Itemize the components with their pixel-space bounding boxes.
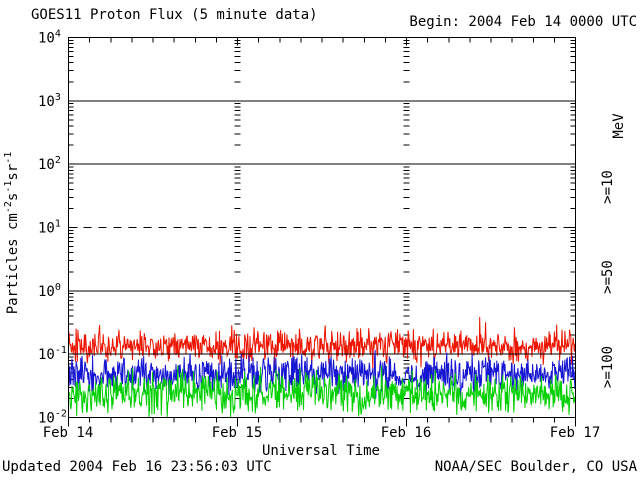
y-tick-label: 104 [38,29,61,47]
series-label-ge100: >=100 [600,346,616,388]
y-axis-label: Particles cm-2s-1sr-1 [3,152,21,315]
credit-text: NOAA/SEC Boulder, CO USA [434,459,637,475]
y-tick-label: 10-1 [38,345,67,363]
series-label-ge50: >=50 [600,260,616,294]
page-title: GOES11 Proton Flux (5 minute data) [31,7,318,23]
x-tick-label-feb14: Feb 14 [43,425,94,441]
y-tick-label: 10-2 [38,409,67,427]
x-tick-label-feb16: Feb 16 [381,425,432,441]
x-axis-label: Universal Time [262,443,380,459]
plot-generated-layers: 104 103 102 101 100 10-1 10-2 Particles cm-2s-1… [3,29,576,427]
series-label-ge10: >=10 [600,170,616,204]
updated-timestamp: Updated 2004 Feb 16 23:56:03 UTC [2,459,272,475]
right-axis-unit-label: MeV [611,113,627,139]
series-trace-gege100 [68,365,576,418]
y-tick-label: 102 [38,155,61,173]
series-trace-gege50 [68,349,576,399]
y-tick-label: 101 [38,219,61,237]
axis-frame [68,37,576,418]
series-trace-gege10 [68,316,576,370]
x-tick-label-feb15: Feb 15 [212,425,263,441]
begin-timestamp: Begin: 2004 Feb 14 0000 UTC [409,14,637,30]
y-tick-label: 100 [38,282,61,300]
y-tick-label: 103 [38,92,61,110]
x-tick-label-feb17: Feb 17 [550,425,601,441]
